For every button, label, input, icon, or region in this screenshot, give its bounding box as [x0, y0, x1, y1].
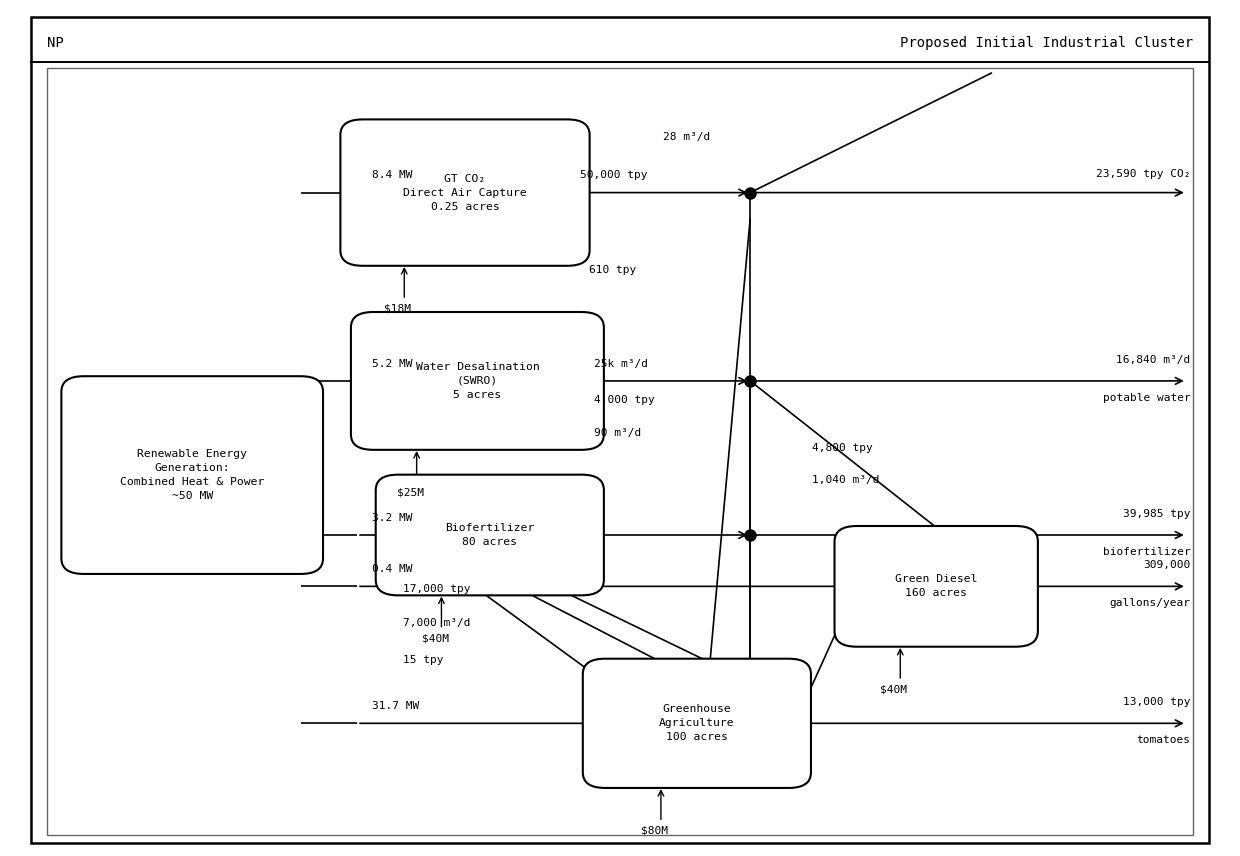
Text: Green Diesel
160 acres: Green Diesel 160 acres [895, 574, 977, 598]
Text: 17,000 tpy: 17,000 tpy [403, 584, 470, 593]
Text: 23,590 tpy CO₂: 23,590 tpy CO₂ [1096, 169, 1190, 179]
Text: Greenhouse
Agriculture
100 acres: Greenhouse Agriculture 100 acres [660, 704, 734, 742]
Text: 8.4 MW: 8.4 MW [372, 170, 413, 181]
Text: 4,000 tpy: 4,000 tpy [594, 395, 655, 405]
Text: 90 m³/d: 90 m³/d [594, 428, 641, 437]
FancyBboxPatch shape [31, 17, 1209, 843]
FancyBboxPatch shape [62, 377, 322, 574]
Text: 5.2 MW: 5.2 MW [372, 359, 413, 369]
Text: 13,000 tpy: 13,000 tpy [1123, 697, 1190, 707]
FancyBboxPatch shape [351, 312, 604, 450]
Text: 16,840 m³/d: 16,840 m³/d [1116, 354, 1190, 365]
Text: 610 tpy: 610 tpy [589, 265, 636, 275]
Text: tomatoes: tomatoes [1136, 735, 1190, 746]
FancyBboxPatch shape [376, 474, 604, 596]
Text: 28 m³/d: 28 m³/d [663, 132, 711, 142]
Text: Renewable Energy
Generation:
Combined Heat & Power
~50 MW: Renewable Energy Generation: Combined He… [120, 449, 264, 501]
Text: 15 tpy: 15 tpy [403, 655, 444, 664]
Text: $40M: $40M [422, 633, 449, 643]
Text: 3.2 MW: 3.2 MW [372, 513, 413, 523]
FancyBboxPatch shape [340, 119, 590, 266]
Text: $25M: $25M [397, 488, 424, 497]
Text: 0.4 MW: 0.4 MW [372, 564, 413, 574]
FancyBboxPatch shape [583, 659, 811, 788]
Text: Water Desalination
(SWRO)
5 acres: Water Desalination (SWRO) 5 acres [415, 362, 539, 400]
Text: Proposed Initial Industrial Cluster: Proposed Initial Industrial Cluster [900, 36, 1193, 50]
Text: 50,000 tpy: 50,000 tpy [580, 170, 647, 181]
Text: $40M: $40M [880, 685, 908, 694]
Text: 25k m³/d: 25k m³/d [594, 359, 649, 369]
Text: biofertilizer: biofertilizer [1102, 547, 1190, 557]
Text: potable water: potable water [1102, 393, 1190, 403]
Text: 31.7 MW: 31.7 MW [372, 701, 419, 711]
Text: 39,985 tpy: 39,985 tpy [1123, 508, 1190, 519]
Text: $18M: $18M [384, 304, 412, 313]
Text: Biofertilizer
80 acres: Biofertilizer 80 acres [445, 523, 534, 547]
Text: 1,040 m³/d: 1,040 m³/d [812, 475, 879, 485]
Text: 4,800 tpy: 4,800 tpy [812, 443, 873, 454]
FancyBboxPatch shape [835, 526, 1038, 647]
Text: gallons/year: gallons/year [1110, 598, 1190, 609]
Text: NP: NP [47, 36, 64, 50]
Text: $80M: $80M [641, 825, 668, 835]
Text: GT CO₂
Direct Air Capture
0.25 acres: GT CO₂ Direct Air Capture 0.25 acres [403, 174, 527, 211]
Text: 7,000 m³/d: 7,000 m³/d [403, 618, 470, 627]
Text: 309,000: 309,000 [1143, 560, 1190, 570]
FancyBboxPatch shape [47, 68, 1193, 835]
